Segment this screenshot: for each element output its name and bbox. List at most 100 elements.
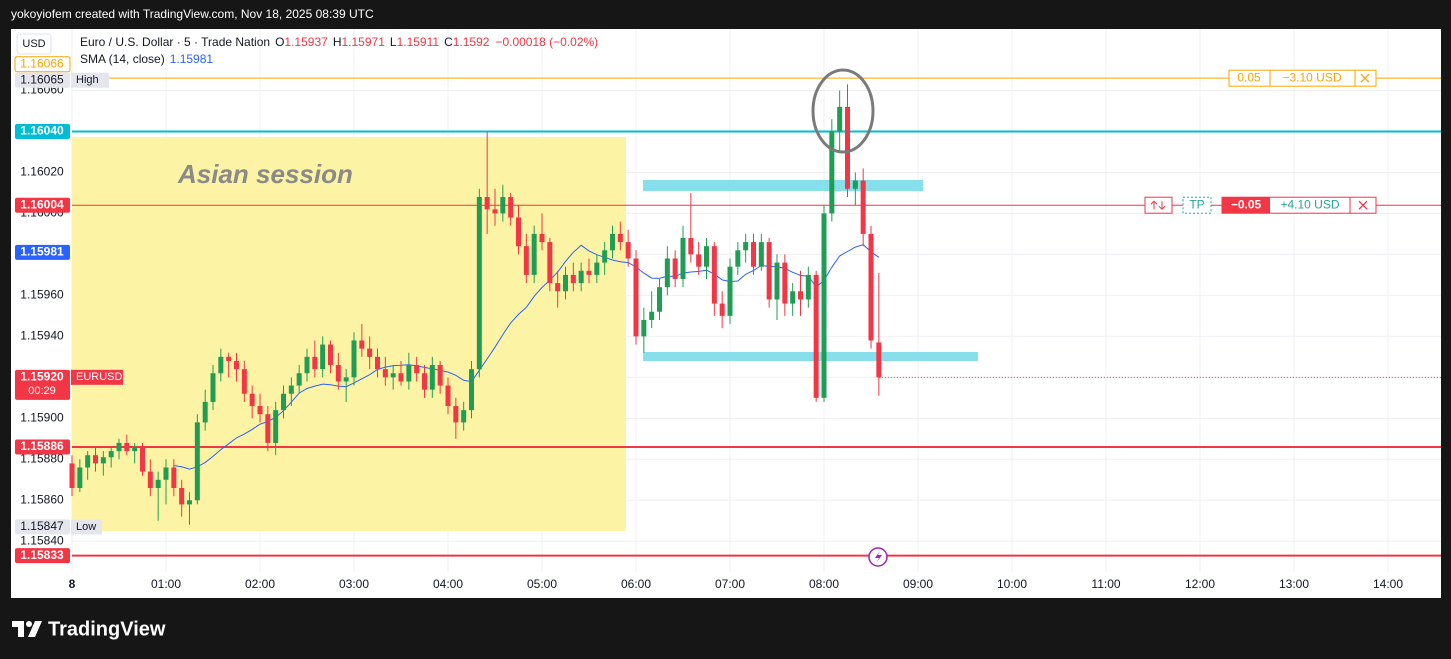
candle-body <box>578 270 584 284</box>
candle-body <box>429 365 435 390</box>
logo <box>12 621 42 637</box>
y-tick-label: 1.15900 <box>20 410 64 424</box>
candle-body <box>547 242 553 284</box>
candle-body <box>758 242 764 267</box>
candle-body <box>719 303 725 316</box>
x-tick-label: 07:00 <box>715 577 745 591</box>
tp-label: TP <box>1189 197 1204 211</box>
price-label-box <box>15 439 70 455</box>
price-label-box <box>15 72 70 88</box>
candle-body <box>743 242 749 251</box>
alert-icon[interactable] <box>868 547 888 567</box>
tp-box <box>1182 196 1212 214</box>
candle-body <box>155 479 161 488</box>
price-label-box <box>15 197 70 213</box>
price-label: 1.15847 <box>20 519 64 533</box>
candle-body <box>594 262 600 275</box>
x-tick-label: 02:00 <box>245 577 275 591</box>
ohlc-value: 1.15971 <box>341 35 385 49</box>
candle-body <box>782 262 788 304</box>
candle-body <box>414 365 420 374</box>
candle-body <box>555 283 561 292</box>
candle-body <box>445 385 451 407</box>
x-tick-label: 08:00 <box>809 577 839 591</box>
candle-body <box>837 106 843 132</box>
sma-price-label: 1.15981 <box>20 245 64 259</box>
logo-mark <box>28 621 42 637</box>
candles <box>69 84 882 525</box>
legend-title: Euro / U.S. Dollar · 5 · Trade Nation <box>80 35 270 49</box>
candle-body <box>469 369 474 411</box>
order-panels[interactable]: 0.05 −3.10 USD TP −0.05 +4.10 USD <box>1144 69 1377 214</box>
candle-body <box>288 385 294 394</box>
order-qty: −0.05 <box>1231 197 1262 211</box>
candle-body <box>179 487 185 505</box>
candle-body <box>680 238 686 279</box>
candle-body <box>359 340 365 349</box>
y-tick-label: 1.15840 <box>20 533 64 547</box>
price-label-box <box>15 519 70 535</box>
price-labels: 1.16066 1.16065 High 1.16040 1.16004 1.159200… <box>14 56 123 564</box>
header: yokoyiofem created with TradingView.com,… <box>11 7 374 21</box>
x-tick-label: 8 <box>69 577 76 591</box>
candle-body <box>860 180 866 234</box>
candle-body <box>476 197 482 370</box>
candle-body <box>304 356 310 374</box>
candle-body <box>100 457 106 464</box>
ohlc-letter: O <box>275 35 284 49</box>
candle-body <box>868 233 874 341</box>
order-qty: 0.05 <box>1237 70 1261 84</box>
candle-body <box>704 246 709 267</box>
currency-box[interactable] <box>16 33 52 55</box>
candle-body <box>85 455 91 468</box>
x-tick-label: 13:00 <box>1279 577 1309 591</box>
footer-brand: TradingView <box>48 618 166 640</box>
candle-body <box>132 447 138 452</box>
sma-value: 1.15981 <box>170 52 214 66</box>
price-tag: Low <box>76 521 96 533</box>
x-tick-label: 04:00 <box>433 577 463 591</box>
price-label: 1.16004 <box>20 197 64 211</box>
y-tick-label: 1.15860 <box>20 492 64 506</box>
candle-body <box>163 467 169 480</box>
candle-body <box>688 238 694 255</box>
price-label-box <box>14 56 71 73</box>
candle-body <box>563 274 568 292</box>
candle-body <box>147 471 153 488</box>
candle-body <box>140 447 145 472</box>
candle-body <box>390 373 396 378</box>
price-label-box <box>15 123 70 139</box>
price-tag-box <box>71 519 102 535</box>
candle-body <box>672 258 678 279</box>
candle-body <box>696 254 702 267</box>
candle-body <box>649 311 655 320</box>
x-tick-label: 03:00 <box>339 577 369 591</box>
candle-body <box>492 209 498 214</box>
session-box <box>72 137 626 531</box>
price-label: 1.15920 <box>20 370 64 384</box>
candle-body <box>774 262 780 300</box>
highlight-ellipse <box>811 68 875 154</box>
candle-body <box>93 455 98 464</box>
x-tick-label: 14:00 <box>1373 577 1403 591</box>
reverse-icon <box>1150 200 1166 210</box>
change: −0.00018 (−0.02%) <box>495 35 598 49</box>
price-label: 1.16065 <box>20 72 64 86</box>
candle-body <box>790 291 796 304</box>
candle-body <box>281 393 286 411</box>
candle-body <box>241 369 247 394</box>
candle-body <box>312 356 318 370</box>
logo-mark <box>26 621 32 627</box>
x-tick-label: 10:00 <box>997 577 1027 591</box>
x-tick-label: 12:00 <box>1185 577 1215 591</box>
candle-body <box>296 373 302 386</box>
y-tick-label: 1.15960 <box>20 288 64 302</box>
price-label: 1.16066 <box>20 56 64 70</box>
candle-body <box>766 242 772 300</box>
candle-body <box>829 131 835 214</box>
zone <box>643 180 923 191</box>
candle-body <box>398 373 404 382</box>
candle-body <box>69 463 75 488</box>
candle-body <box>265 414 271 443</box>
